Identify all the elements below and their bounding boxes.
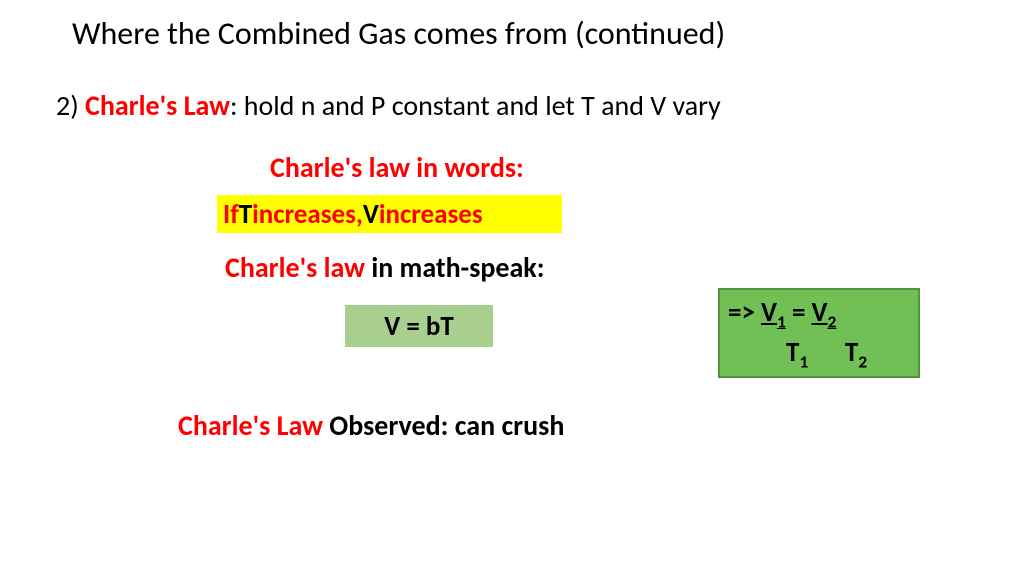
eq2-t1: T [786, 336, 799, 369]
law-description: : hold n and P constant and let T and V … [230, 88, 721, 123]
hl-if: If [223, 198, 239, 231]
slide-title: Where the Combined Gas comes from (conti… [72, 14, 725, 53]
observed-black: Observed: can crush [329, 408, 564, 443]
eq2-arrow: => [728, 296, 761, 329]
equation-2-box: => V1 = V2 T1 T2 [718, 288, 920, 378]
words-highlight-box: If T increases, V increases [217, 195, 562, 233]
eq2-v1: V [761, 296, 777, 329]
observed-red: Charle's Law [178, 408, 329, 443]
point-2-line: 2) Charle's Law: hold n and P constant a… [56, 88, 721, 123]
math-heading: Charle's law in math-speak: [225, 250, 544, 285]
point-number: 2) [56, 88, 85, 123]
math-heading-red: Charle's law [225, 250, 371, 285]
eq2-equals: = [786, 296, 812, 329]
equation-1-box: V = bT [345, 305, 493, 347]
eq2-gap [808, 336, 845, 369]
observed-line: Charle's Law Observed: can crush [178, 408, 564, 443]
eq2-sub3: 1 [799, 350, 808, 372]
hl-t: T [239, 198, 252, 231]
law-name: Charle's Law [85, 88, 230, 123]
eq2-sub1: 1 [777, 310, 786, 332]
eq2-v2: V [812, 296, 828, 329]
hl-v: V [363, 198, 379, 231]
eq2-t2: T [845, 336, 858, 369]
math-heading-black: in math-speak: [371, 250, 544, 285]
hl-increases1: increases, [252, 198, 363, 231]
hl-increases2: increases [379, 198, 483, 231]
eq2-sub4: 2 [858, 350, 867, 372]
eq2-sub2: 2 [827, 310, 836, 332]
words-heading: Charle's law in words: [270, 150, 524, 185]
eq2-top-line: => V1 = V2 [728, 294, 910, 334]
eq2-bottom-line: T1 T2 [728, 334, 910, 374]
